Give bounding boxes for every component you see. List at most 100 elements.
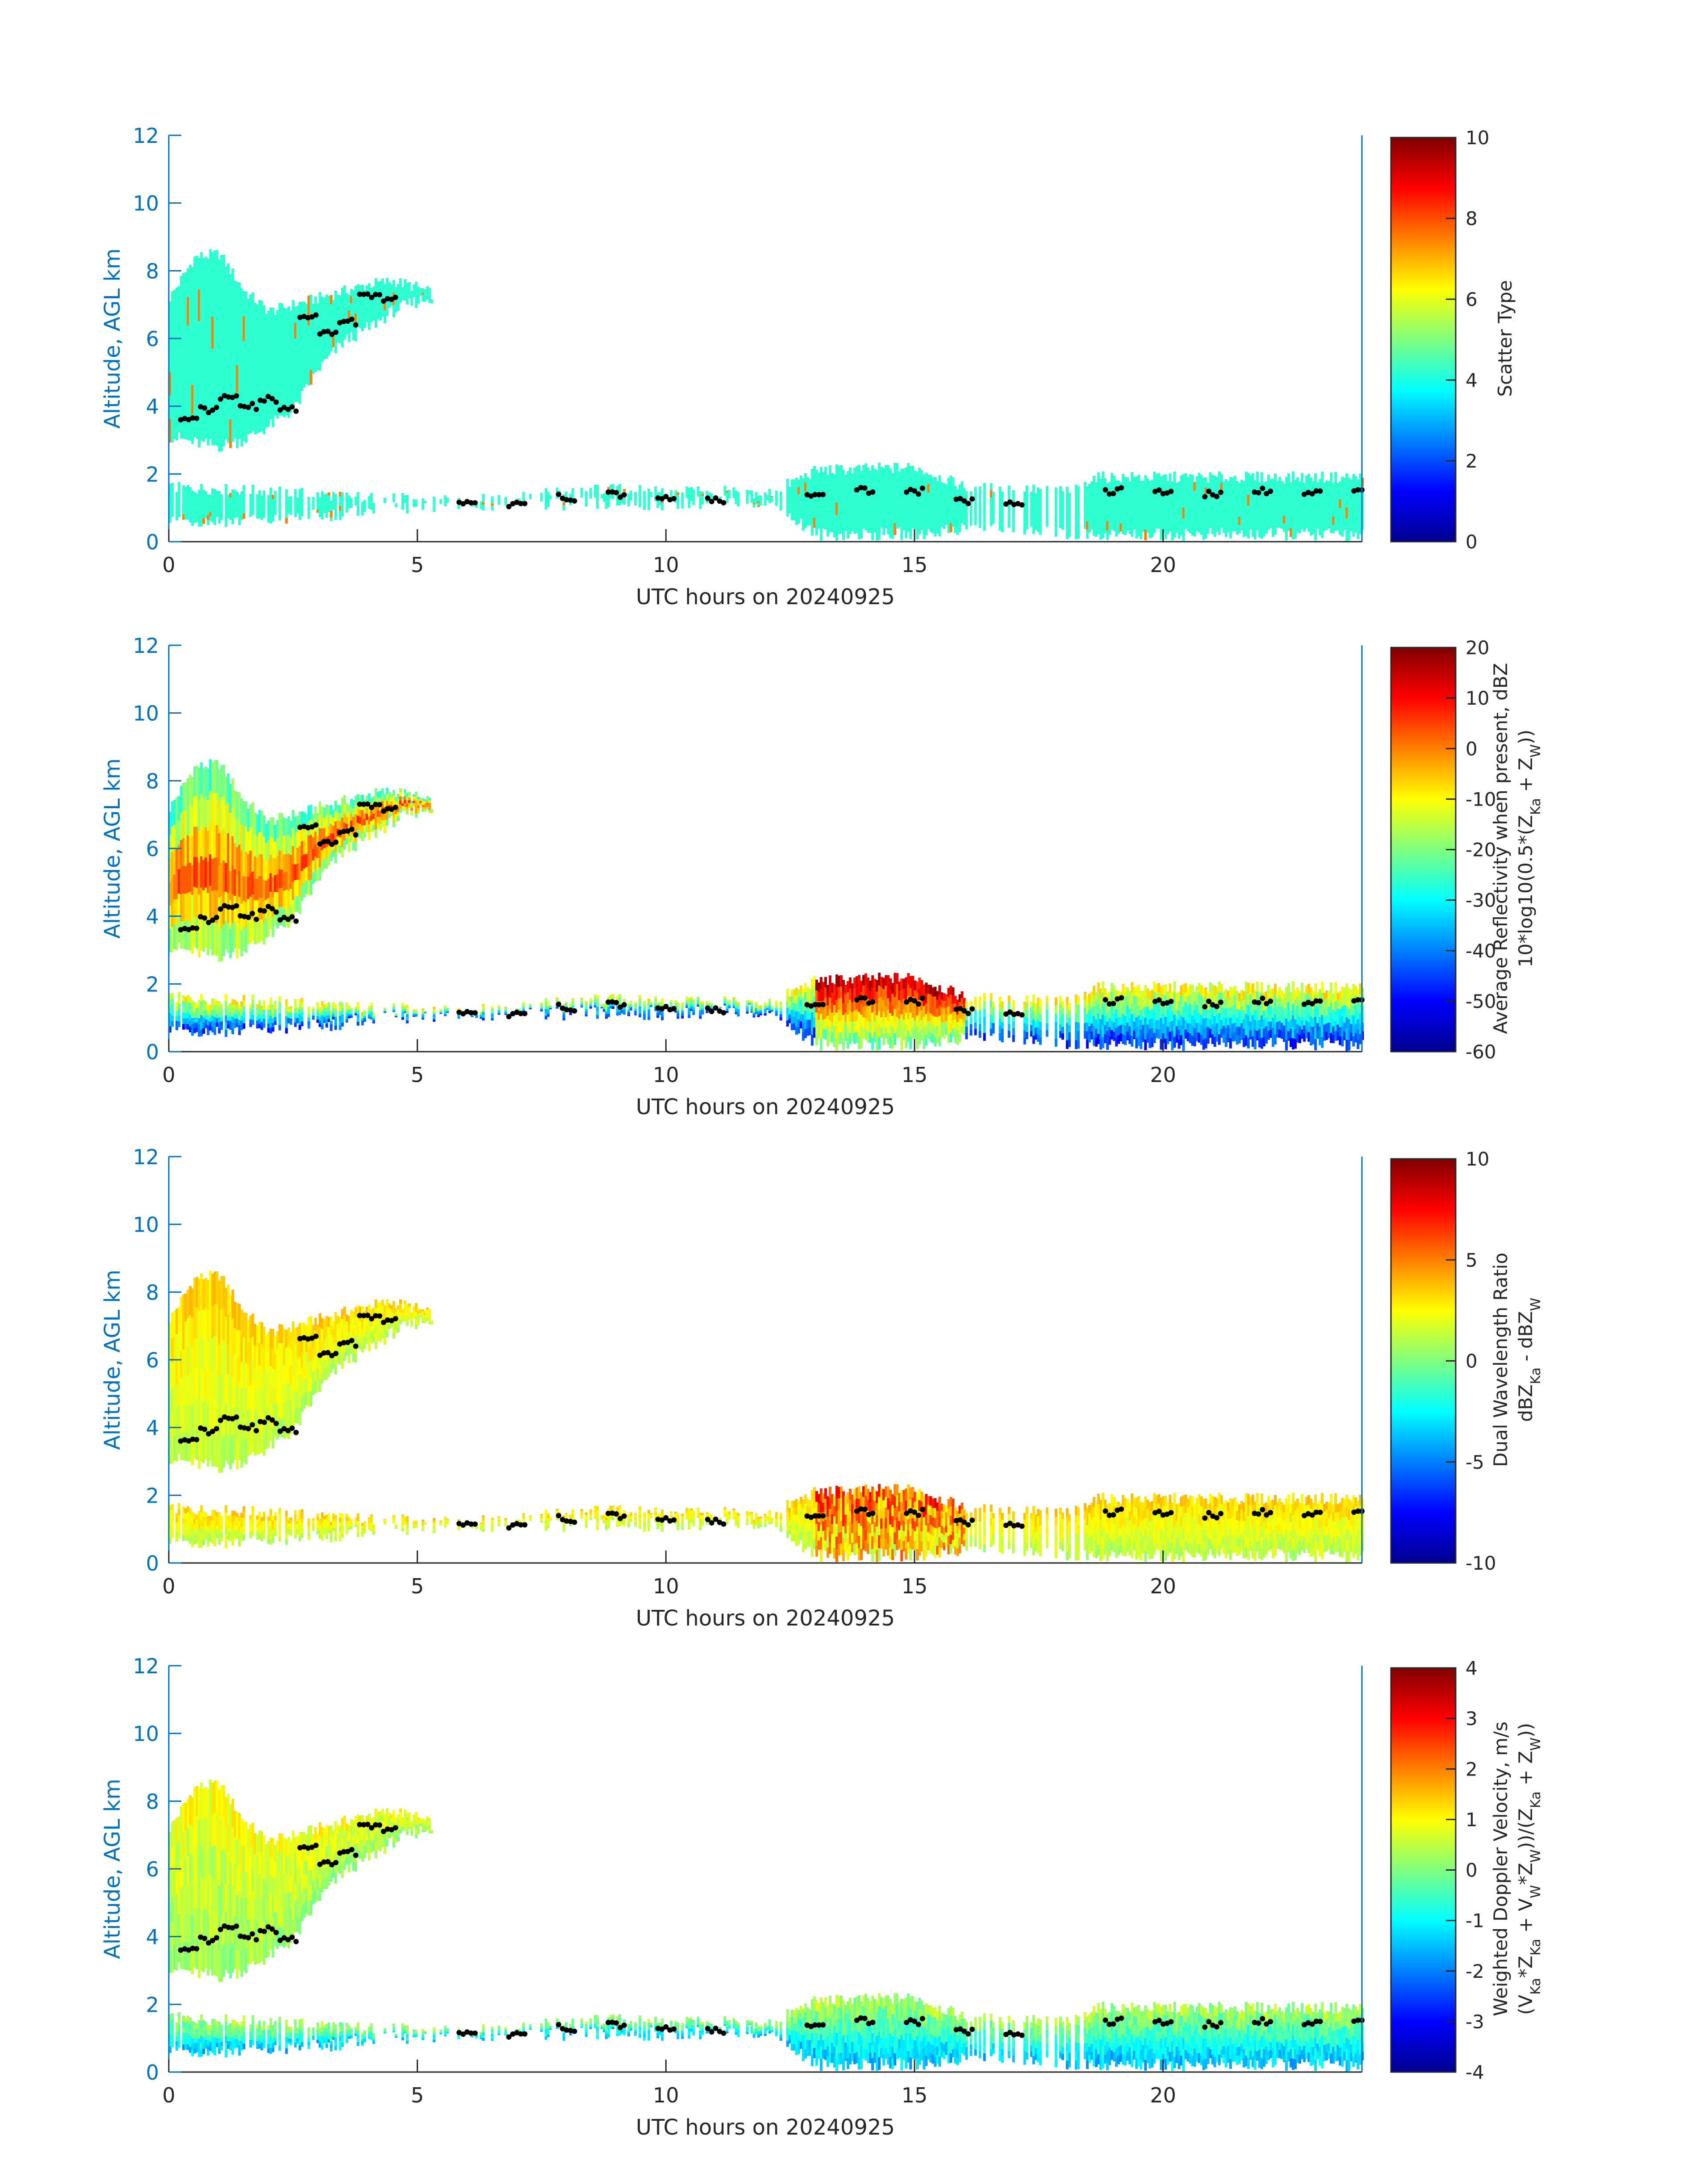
heatmap-cell	[1026, 500, 1028, 507]
heatmap-cell	[384, 1009, 386, 1010]
heatmap-cell	[491, 508, 493, 510]
cloud-base-dot	[254, 407, 259, 412]
heatmap-cell	[220, 1026, 223, 1030]
heatmap-cell	[384, 502, 386, 503]
heatmap-cell	[518, 1009, 521, 1010]
heatmap-cell	[274, 1009, 276, 1013]
heatmap-cell	[251, 505, 254, 510]
heatmap-cell	[334, 515, 337, 520]
heatmap-cell	[737, 1009, 740, 1011]
heatmap-cell	[341, 1023, 344, 1027]
heatmap-cell	[399, 792, 402, 796]
heatmap-cell	[565, 492, 568, 493]
heatmap-cell	[290, 1006, 292, 1009]
heatmap-cell	[1012, 511, 1015, 518]
heatmap-cell	[755, 492, 758, 494]
heatmap-cell	[263, 490, 265, 495]
heatmap-cell	[274, 1005, 276, 1009]
cloud-base-dot	[556, 492, 561, 497]
heatmap-cell	[630, 496, 632, 497]
heatmap-cell	[1055, 496, 1057, 504]
heatmap-cell	[647, 506, 650, 510]
heatmap-cell	[565, 1003, 568, 1004]
y-tick-label: 10	[133, 192, 159, 216]
heatmap-cell	[623, 999, 626, 1002]
heatmap-cell	[768, 493, 771, 496]
heatmap-cell	[1061, 523, 1064, 530]
heatmap-cell	[612, 487, 614, 489]
heatmap-cell	[497, 498, 500, 500]
heatmap-cell	[497, 1007, 500, 1008]
heatmap-cell	[415, 502, 418, 503]
heatmap-cell	[290, 506, 292, 509]
heatmap-cell	[697, 998, 699, 1000]
heatmap-cell	[178, 482, 180, 488]
heatmap-cell	[518, 499, 521, 500]
heatmap-cell	[654, 999, 657, 1002]
heatmap-cell	[220, 494, 223, 498]
heatmap-cell	[650, 1006, 652, 1007]
heatmap-cell	[446, 499, 449, 500]
heatmap-cell	[290, 502, 292, 506]
heatmap-cell	[357, 496, 359, 500]
heatmap-cell	[639, 1010, 641, 1013]
heatmap-cell	[505, 1012, 507, 1014]
heatmap-cell	[760, 1005, 762, 1007]
heatmap-cell	[596, 501, 599, 505]
cloud-base-dot	[622, 492, 627, 497]
heatmap-cell	[384, 499, 386, 500]
heatmap-cell	[565, 1002, 568, 1003]
heatmap-cell	[1001, 498, 1004, 505]
heatmap-cell	[647, 503, 650, 506]
heatmap-cell	[497, 1011, 500, 1013]
heatmap-cell	[375, 830, 377, 838]
heatmap-cell	[274, 503, 276, 507]
heatmap-cell	[430, 811, 433, 812]
heatmap-cell	[482, 1012, 484, 1015]
heatmap-cell	[1026, 493, 1028, 500]
heatmap-cell	[681, 498, 684, 501]
heatmap-cell	[395, 506, 397, 507]
heatmap-cell	[308, 497, 310, 501]
heatmap-cell	[343, 795, 346, 804]
heatmap-cell	[992, 513, 995, 518]
heatmap-cell	[178, 488, 180, 493]
heatmap-cell	[692, 497, 695, 500]
heatmap-cell	[410, 298, 413, 301]
heatmap-cell	[540, 500, 543, 501]
heatmap-cell	[428, 803, 431, 806]
heatmap-cell	[401, 1014, 404, 1017]
heatmap-cell	[634, 499, 637, 501]
heatmap-cell	[1026, 485, 1028, 493]
heatmap-cell	[242, 1012, 245, 1018]
heatmap-cell	[529, 1004, 532, 1005]
heatmap-cell	[430, 299, 433, 300]
heatmap-cell	[263, 1019, 265, 1023]
heatmap-cell	[630, 1009, 632, 1011]
heatmap-cell	[751, 493, 753, 495]
heatmap-cell	[656, 506, 659, 508]
y-tick-label: 8	[146, 259, 159, 283]
x-tick-label: 0	[162, 553, 175, 577]
heatmap-cell	[410, 808, 413, 811]
heatmap-cell	[1061, 510, 1064, 517]
heatmap-cell	[408, 795, 411, 798]
heatmap-cell	[643, 501, 646, 504]
heatmap-cell	[439, 1013, 442, 1014]
heatmap-cell	[643, 497, 646, 501]
heatmap-cell	[312, 508, 315, 510]
heatmap-cell	[482, 494, 484, 497]
panel-1: 0246810120 5 10 15 20UTC hours on 20240925Al…	[100, 124, 1516, 610]
heatmap-cell	[370, 1008, 373, 1011]
heatmap-cell	[549, 1005, 552, 1006]
heatmap-cell	[677, 1002, 679, 1005]
heatmap-cell	[545, 489, 547, 492]
heatmap-cell	[563, 1018, 565, 1020]
heatmap-cell	[768, 491, 771, 493]
cloud-base-dot	[614, 490, 619, 495]
heatmap-cell	[290, 1009, 292, 1012]
heatmap-cell	[242, 1018, 245, 1024]
heatmap-cell	[326, 514, 328, 518]
heatmap-cell	[1068, 493, 1071, 500]
heatmap-cell	[446, 1008, 449, 1009]
